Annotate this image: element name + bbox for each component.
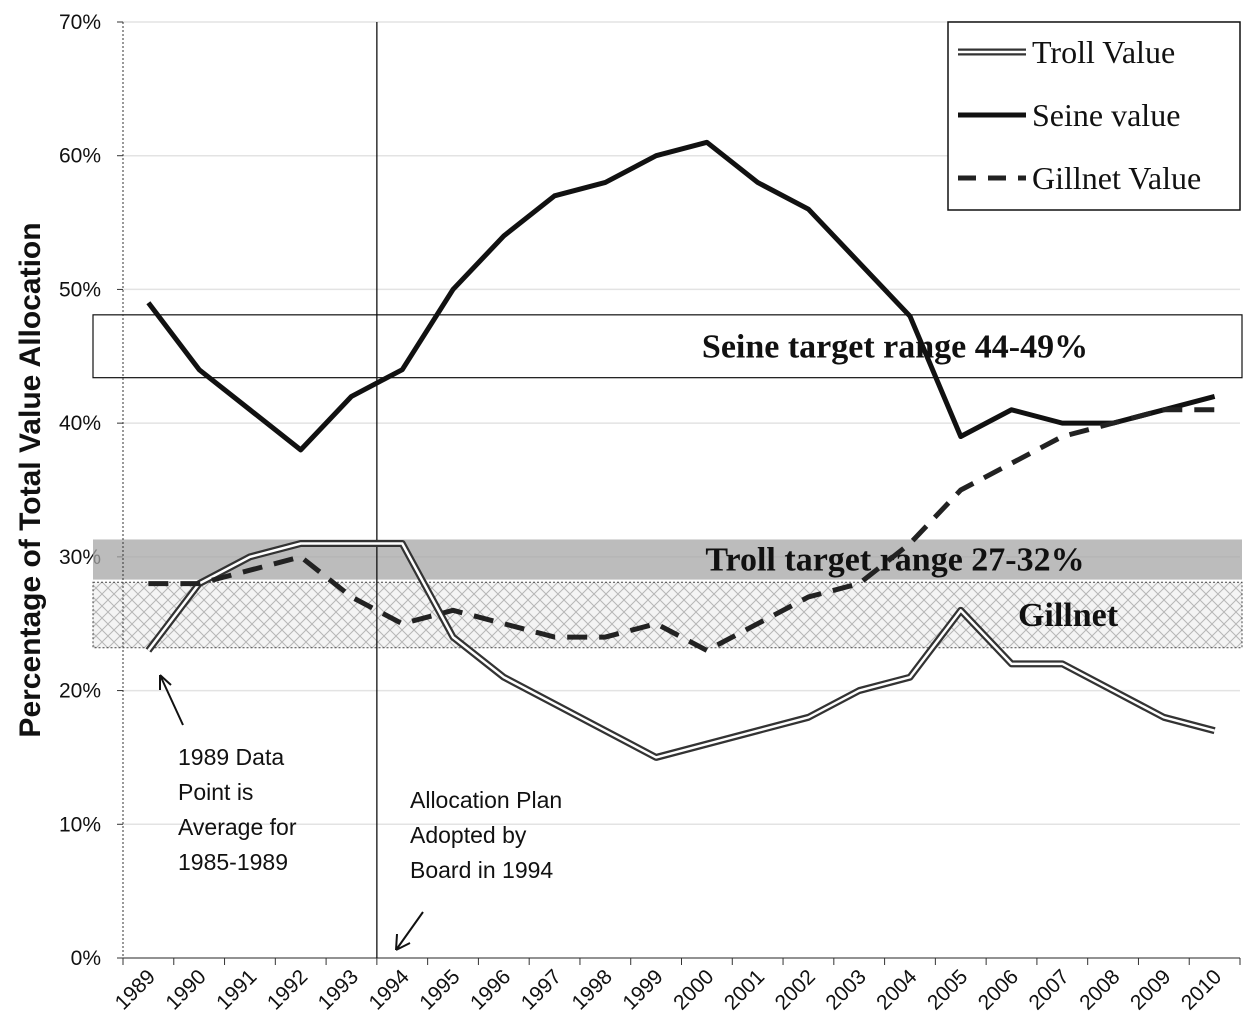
annotation-text: Allocation Plan [410, 787, 562, 813]
x-tick-label: 1999 [618, 965, 667, 1014]
band-label: Gillnet [1018, 597, 1119, 634]
x-tick-label: 1995 [415, 965, 464, 1014]
x-tick-label: 2002 [771, 965, 820, 1014]
legend-label: Troll Value [1032, 34, 1175, 70]
annotation-text: Board in 1994 [410, 857, 553, 883]
y-tick-label: 40% [59, 412, 101, 435]
x-tick-label: 2009 [1126, 965, 1175, 1014]
y-tick-label: 0% [71, 947, 101, 970]
x-tick-label: 2007 [1025, 965, 1074, 1014]
target-band [92, 581, 1243, 649]
x-tick-label: 1991 [212, 965, 261, 1014]
y-tick-label: 60% [59, 145, 101, 168]
annotation-arrow [159, 674, 184, 726]
annotation-text: 1989 Data [178, 744, 284, 770]
series-line-inner [147, 542, 1215, 759]
x-tick-label: 1997 [517, 965, 566, 1014]
x-tick-label: 1998 [568, 965, 617, 1014]
x-tick-label: 1989 [111, 965, 160, 1014]
annotation-text: Average for [178, 814, 297, 840]
band-label: Seine target range 44-49% [702, 328, 1088, 365]
x-tick-label: 1990 [161, 965, 210, 1014]
x-tick-label: 2000 [669, 965, 718, 1014]
target-band [92, 314, 1243, 379]
annotation-text: Point is [178, 779, 253, 805]
x-tick-label: 1994 [364, 965, 414, 1015]
x-tick-label: 2010 [1177, 965, 1226, 1014]
x-tick-label: 1992 [263, 965, 312, 1014]
legend-label: Gillnet Value [1032, 160, 1201, 196]
x-tick-label: 2001 [720, 965, 769, 1014]
annotation-text: Adopted by [410, 822, 527, 848]
band-label: Troll target range 27-32% [705, 542, 1084, 579]
x-tick-label: 2006 [974, 965, 1023, 1014]
y-tick-label: 20% [59, 680, 101, 703]
x-tick-label: 2003 [821, 965, 870, 1014]
y-tick-label: 50% [59, 278, 101, 301]
x-tick-label: 2008 [1075, 965, 1124, 1014]
legend-label: Seine value [1032, 97, 1180, 133]
x-tick-label: 1993 [314, 965, 363, 1014]
x-tick-label: 1996 [466, 965, 515, 1014]
x-tick-label: 2005 [923, 965, 972, 1014]
y-tick-label: 30% [59, 546, 101, 569]
y-axis-title: Percentage of Total Value Allocation [14, 222, 47, 737]
annotation-arrow [395, 911, 424, 951]
y-tick-label: 10% [59, 813, 101, 836]
y-tick-label: 70% [59, 11, 101, 34]
annotation-text: 1985-1989 [178, 849, 288, 875]
x-tick-label: 2004 [872, 965, 922, 1015]
series-line [146, 139, 1216, 453]
